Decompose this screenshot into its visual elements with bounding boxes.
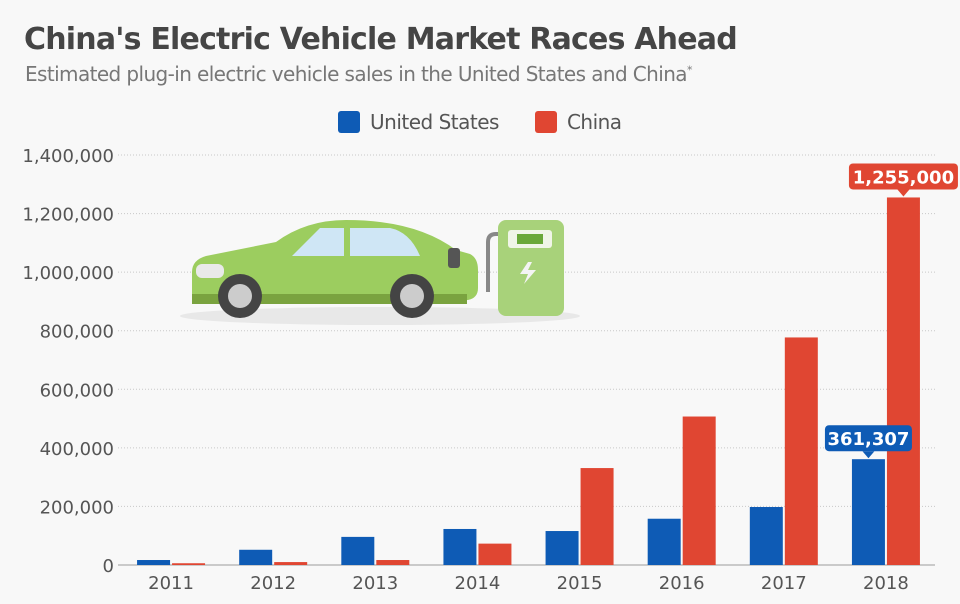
x-tick-label: 2011	[148, 573, 194, 594]
bar-us	[545, 531, 579, 565]
y-tick-label: 1,200,000	[22, 205, 114, 226]
bar-us	[647, 518, 681, 565]
bar-china	[274, 562, 308, 565]
data-label-us-2018-bg	[824, 425, 912, 452]
data-label-us-2018-pointer	[862, 451, 875, 459]
bar-china	[886, 197, 920, 565]
legend-item-china: China	[534, 110, 622, 134]
y-tick-label: 400,000	[40, 439, 114, 460]
legend-swatch-us	[338, 111, 360, 133]
data-label-us-2018: 361,307	[827, 429, 909, 450]
bar-china	[478, 543, 512, 565]
bar-china	[784, 337, 818, 565]
y-tick-label: 1,000,000	[22, 263, 114, 284]
chart-subtitle: Estimated plug-in electric vehicle sales…	[25, 62, 692, 86]
x-tick-label: 2016	[659, 573, 705, 594]
bar-us	[749, 507, 783, 565]
bar-us	[341, 536, 375, 565]
legend: United States China	[338, 110, 658, 134]
legend-item-us: United States	[338, 110, 499, 134]
x-tick-label: 2018	[863, 573, 909, 594]
x-tick-label: 2017	[761, 573, 807, 594]
bar-china	[682, 416, 716, 565]
x-tick-label: 2012	[250, 573, 296, 594]
bar-china	[172, 563, 206, 565]
bar-us	[443, 528, 477, 565]
car-charging-illustration	[180, 220, 580, 325]
y-tick-label: 1,400,000	[22, 146, 114, 167]
bar-us	[239, 549, 273, 565]
x-tick-label: 2014	[455, 573, 501, 594]
legend-swatch-china	[534, 111, 557, 133]
bar-us	[137, 560, 171, 565]
bar-china	[580, 468, 614, 565]
subtitle-footnote-mark: *	[686, 63, 692, 77]
data-label-china-2018-pointer	[897, 189, 910, 197]
y-tick-label: 200,000	[40, 497, 114, 518]
data-label-china-2018-bg	[848, 163, 958, 190]
x-tick-label: 2013	[352, 573, 398, 594]
y-tick-label: 800,000	[40, 322, 114, 343]
y-tick-label: 600,000	[40, 380, 114, 401]
bar-china	[376, 560, 410, 565]
legend-label-us: United States	[370, 110, 499, 134]
subtitle-text: Estimated plug-in electric vehicle sales…	[25, 62, 688, 86]
y-tick-label: 0	[103, 556, 114, 577]
chart-title: China's Electric Vehicle Market Races Ah…	[24, 22, 738, 57]
x-tick-label: 2015	[557, 573, 603, 594]
data-label-china-2018: 1,255,000	[853, 167, 954, 188]
legend-label-china: China	[566, 110, 622, 134]
bar-us	[851, 459, 885, 565]
